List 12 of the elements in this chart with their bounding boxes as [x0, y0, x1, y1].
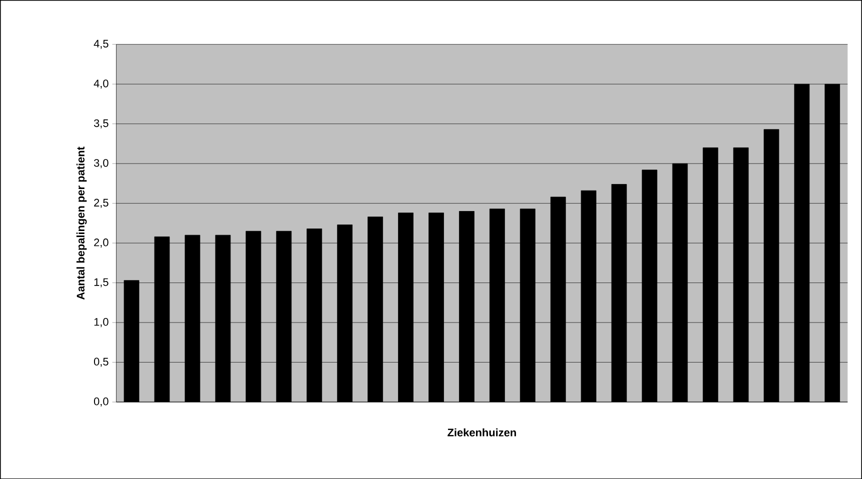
y-tick-label: 3,0: [94, 158, 108, 168]
y-tick-label: 3,5: [94, 119, 108, 128]
y-tick-label: 1,5: [94, 278, 108, 288]
x-axis-title: Ziekenhuizen: [448, 428, 516, 436]
y-tick-label: 0,5: [94, 358, 108, 367]
y-axis-title: Aantal bepalingen per patient: [76, 146, 87, 300]
y-tick-label: 4,0: [94, 79, 108, 88]
y-tick-label: 2,0: [94, 238, 108, 248]
y-tick-label: 4,5: [94, 40, 108, 49]
y-tick-label: 1,0: [94, 318, 108, 327]
y-tick-label: 0,0: [94, 397, 108, 406]
y-tick-label: 2,5: [94, 198, 108, 208]
